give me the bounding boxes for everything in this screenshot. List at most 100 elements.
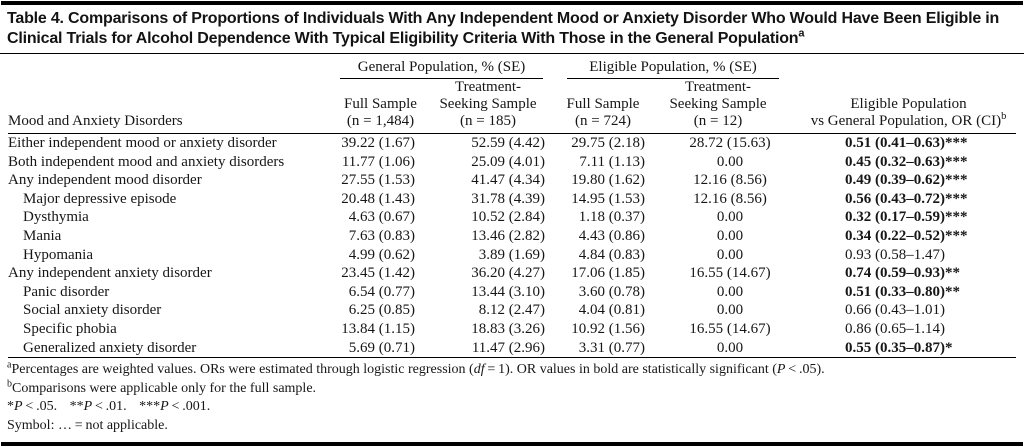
col-header-or-ci: Eligible Population vs General Populatio… (783, 79, 1017, 134)
gp-ts-value: 3.89 (1.69) (478, 246, 545, 263)
or-ci-value: 0.51 (0.33–0.80)** (845, 283, 961, 300)
or-ci-value: 0.66 (0.43–1.01) (845, 302, 946, 319)
or-ci-value: 0.93 (0.58–1.47) (845, 246, 946, 263)
ep-full-value: 17.06 (1.85) (571, 265, 645, 282)
footnote-a-superscript: a (7, 359, 12, 371)
footnote-significance: *P < .05. **P < .01. ***P < .001. (7, 399, 211, 415)
gp-full-value: 7.63 (0.83) (348, 227, 415, 244)
ep-ts-value: 0.00 (716, 302, 744, 319)
disorder-label: Either independent mood or anxiety disor… (8, 135, 277, 151)
table-row: Mania 7.63 (0.83) 13.46 (2.82) 4.43 (0.86) 0… (8, 227, 1016, 246)
gp-full-value: 6.25 (0.85) (348, 302, 415, 319)
ep-full-value: 4.43 (0.86) (578, 227, 645, 244)
column-header-row: Mood and Anxiety Disorders Full Sample (… (8, 79, 1017, 134)
spanner-general-population-label: General Population, % (SE) (357, 59, 526, 75)
col-header-gp-full-sample: Full Sample (n = 1,484) (338, 79, 423, 134)
ep-full-value: 3.31 (0.77) (578, 339, 645, 356)
or-ci-value: 0.55 (0.35–0.87)* (845, 339, 953, 356)
ep-ts-value: 0.00 (716, 209, 744, 226)
footnotes: aPercentages are weighted values. ORs we… (7, 359, 1016, 435)
ep-full-value: 29.75 (2.18) (571, 135, 645, 151)
col-header-ep-treatment-seeking: Treatment- Seeking Sample (n = 12) (653, 79, 784, 134)
table-row: Panic disorder 6.54 (0.77) 13.44 (3.10) 3.6… (8, 283, 1016, 302)
gp-ts-value: 31.78 (4.39) (471, 190, 545, 207)
table-row: Any independent anxiety disorder 23.45 (1… (8, 264, 1016, 283)
or-ci-value: 0.49 (0.39–0.62)*** (845, 172, 968, 189)
stub-header: Mood and Anxiety Disorders (8, 79, 338, 134)
gp-full-value: 20.48 (1.43) (341, 190, 415, 207)
gp-ts-value: 41.47 (4.34) (471, 172, 545, 189)
footnote-symbol: Symbol: … = not applicable. (7, 417, 168, 433)
disorder-label: Mania (23, 227, 62, 244)
gp-ts-value: 10.52 (2.84) (471, 209, 545, 226)
spanner-general-population: General Population, % (SE) (338, 54, 553, 79)
ep-full-value: 10.92 (1.56) (571, 320, 645, 337)
ep-ts-value: 0.00 (716, 153, 744, 170)
disorder-label: Panic disorder (23, 283, 110, 300)
ep-full-value: 1.18 (0.37) (578, 209, 645, 226)
ep-ts-value: 0.00 (716, 283, 744, 300)
ep-ts-value: 12.16 (8.56) (693, 190, 767, 207)
gp-full-value: 13.84 (1.15) (341, 320, 415, 337)
or-ci-value: 0.56 (0.43–0.72)*** (845, 190, 968, 207)
disorder-label: Both independent mood and anxiety disord… (8, 153, 285, 170)
or-header-superscript-b: b (1001, 111, 1007, 122)
ep-full-value: 7.11 (1.13) (579, 153, 645, 170)
disorder-label: Generalized anxiety disorder (23, 339, 197, 356)
footnote-b-superscript: b (7, 377, 12, 389)
footnote-a: aPercentages are weighted values. ORs we… (7, 359, 825, 378)
gp-full-value: 6.54 (0.77) (348, 283, 415, 300)
ep-full-value: 19.80 (1.62) (571, 172, 645, 189)
disorder-label: Social anxiety disorder (23, 302, 162, 319)
gp-ts-value: 13.46 (2.82) (471, 227, 545, 244)
ep-ts-value: 16.55 (14.67) (689, 265, 771, 282)
ep-ts-value: 28.72 (15.63) (689, 135, 771, 151)
table-header: General Population, % (SE) Eligible Popu… (8, 54, 1017, 134)
gp-ts-value: 13.44 (3.10) (471, 283, 545, 300)
table-title-text: Table 4. Comparisons of Proportions of I… (7, 10, 1000, 47)
spanner-eligible-population: Eligible Population, % (SE) (553, 54, 783, 79)
disorder-label: Hypomania (23, 246, 93, 263)
gp-ts-value: 36.20 (4.27) (471, 265, 545, 282)
gp-full-value: 23.45 (1.42) (341, 265, 415, 282)
table-row: Hypomania 4.99 (0.62) 3.89 (1.69) 4.84 (0.8… (8, 246, 1016, 265)
gp-ts-value: 8.12 (2.47) (478, 302, 545, 319)
disorder-label: Specific phobia (23, 320, 117, 337)
gp-ts-value: 18.83 (3.26) (471, 320, 545, 337)
title-superscript-a: a (798, 27, 805, 40)
spanner-row: General Population, % (SE) Eligible Popu… (8, 54, 1016, 79)
gp-ts-value: 25.09 (4.01) (471, 153, 545, 170)
or-ci-value: 0.32 (0.17–0.59)*** (845, 209, 968, 226)
gp-full-value: 11.77 (1.06) (341, 153, 415, 170)
ep-full-value: 14.95 (1.53) (571, 190, 645, 207)
ep-full-value: 4.84 (0.83) (578, 246, 645, 263)
gp-full-value: 39.22 (1.67) (341, 135, 415, 151)
footnote-b: bComparisons were applicable only for th… (7, 377, 317, 396)
bottom-rule (1, 442, 1023, 446)
table-row: Any independent mood disorder 27.55 (1.53… (8, 171, 1016, 190)
or-ci-value: 0.34 (0.22–0.52)*** (845, 227, 968, 244)
ep-ts-value: 0.00 (716, 246, 744, 263)
ep-ts-value: 0.00 (716, 227, 744, 244)
top-rule (1, 1, 1023, 5)
or-ci-value: 0.51 (0.41–0.63)*** (845, 135, 968, 151)
gp-full-value: 4.99 (0.62) (348, 246, 415, 263)
or-ci-value: 0.74 (0.59–0.93)** (845, 265, 961, 282)
spanner-empty-cell (783, 54, 1016, 79)
gp-ts-value: 11.47 (2.96) (471, 339, 545, 356)
gp-full-value: 4.63 (0.67) (348, 209, 415, 226)
or-ci-value: 0.45 (0.32–0.63)*** (845, 153, 968, 170)
table-row: Social anxiety disorder 6.25 (0.85) 8.12 (… (8, 301, 1016, 320)
table-row: Specific phobia 13.84 (1.15) 18.83 (3.26) 1… (8, 320, 1016, 339)
comparison-table: General Population, % (SE) Eligible Popu… (8, 54, 1017, 358)
disorder-label: Major depressive episode (23, 190, 177, 207)
gp-full-value: 27.55 (1.53) (341, 172, 415, 189)
corner-cell (8, 54, 338, 79)
table-row: Both independent mood and anxiety disord… (8, 153, 1016, 172)
ep-ts-value: 0.00 (716, 339, 744, 356)
ep-full-value: 4.04 (0.81) (578, 302, 645, 319)
ep-full-value: 3.60 (0.78) (578, 283, 645, 300)
table-row: Dysthymia 4.63 (0.67) 10.52 (2.84) 1.18 (0.… (8, 208, 1016, 227)
disorder-label: Any independent mood disorder (8, 172, 202, 189)
gp-ts-value: 52.59 (4.42) (471, 135, 545, 151)
